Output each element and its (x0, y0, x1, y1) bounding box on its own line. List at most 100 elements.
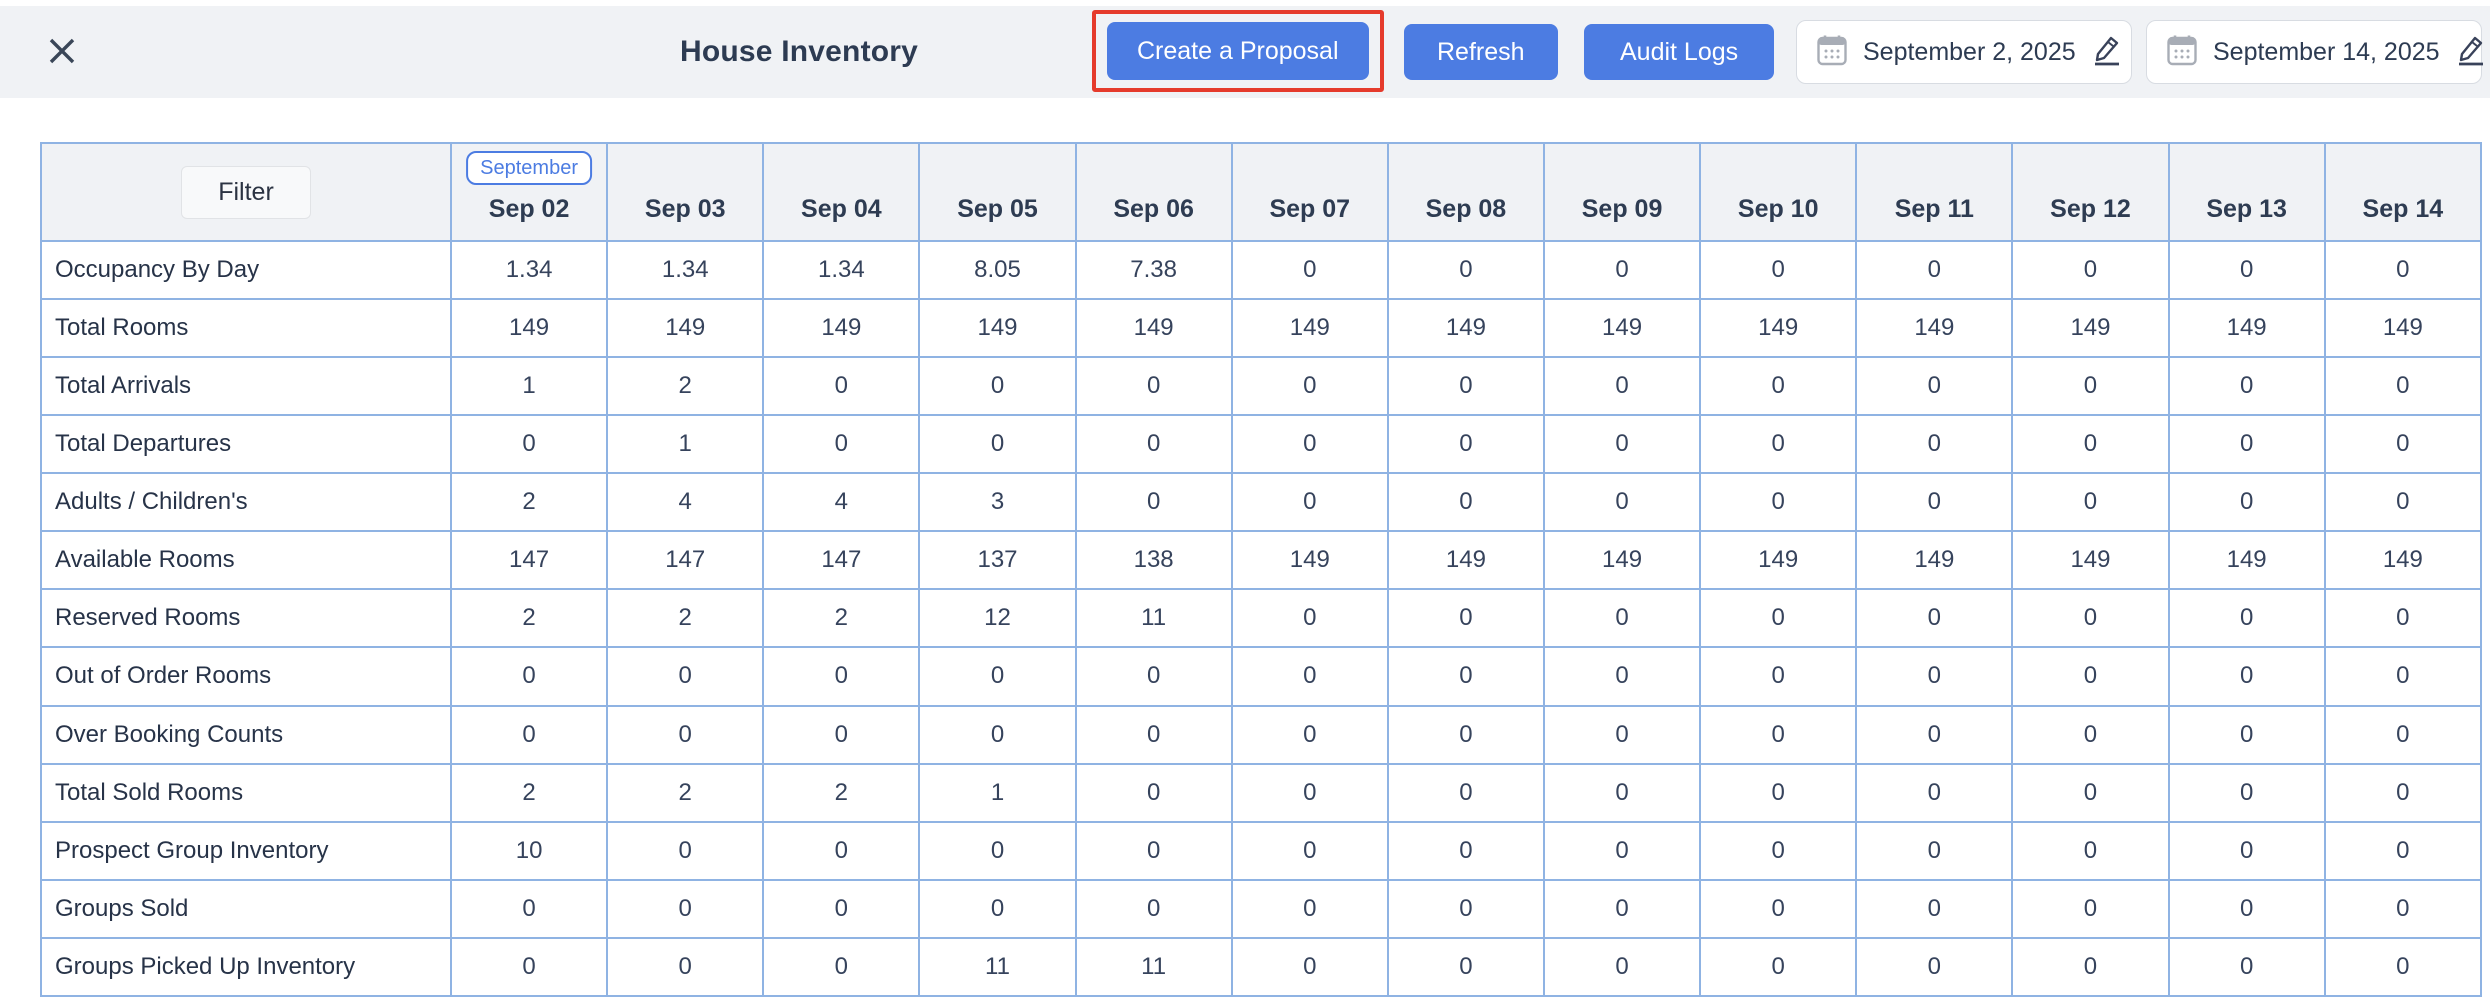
cell: 0 (1855, 762, 2014, 823)
cell: 0 (1074, 356, 1233, 417)
filter-button[interactable]: Filter (181, 165, 311, 219)
cell: 0 (1699, 356, 1858, 417)
cell: 0 (1855, 414, 2014, 475)
cell: 0 (1542, 820, 1702, 881)
cell: 0 (1542, 472, 1702, 533)
table-row-out-of-order-rooms: Out of Order Rooms 0 0 0 0 0 0 0 0 0 0 0 0 0 (40, 646, 2482, 707)
row-label: Over Booking Counts (40, 704, 452, 765)
cell: 0 (1542, 356, 1702, 417)
cell: 0 (1074, 878, 1233, 939)
cell: 0 (2167, 356, 2326, 417)
cell: 0 (2323, 878, 2482, 939)
table-row-groups-sold: Groups Sold 0 0 0 0 0 0 0 0 0 0 0 0 0 (40, 878, 2482, 939)
table-row-total-arrivals: Total Arrivals 1 2 0 0 0 0 0 0 0 0 0 0 0 (40, 356, 2482, 417)
end-date-value: September 14, 2025 (2213, 37, 2440, 66)
cell: 0 (1074, 762, 1233, 823)
cell: 0 (1386, 936, 1545, 998)
cell: 0 (2011, 820, 2170, 881)
cell: 0 (606, 704, 765, 765)
edit-pencil-icon[interactable] (2456, 34, 2486, 71)
audit-logs-button[interactable]: Audit Logs (1584, 24, 1775, 80)
table-row-total-departures: Total Departures 0 1 0 0 0 0 0 0 0 0 0 0 0 (40, 414, 2482, 475)
column-header-sep-09: Sep 09 (1542, 142, 1702, 242)
cell: 11 (1074, 588, 1233, 649)
cell: 8.05 (918, 239, 1077, 301)
cell: 0 (1230, 646, 1389, 707)
close-button[interactable] (42, 32, 82, 72)
cell: 0 (1699, 414, 1858, 475)
column-header-label: Sep 11 (1894, 195, 1974, 223)
column-header-sep-07: Sep 07 (1230, 142, 1389, 242)
cell: 149 (1542, 530, 1702, 591)
cell: 0 (606, 936, 765, 998)
cell: 149 (1699, 530, 1858, 591)
cell: 0 (1230, 414, 1389, 475)
column-header-label: Sep 07 (1269, 195, 1351, 223)
cell: 0 (2011, 762, 2170, 823)
cell: 0 (1699, 820, 1858, 881)
cell: 149 (2167, 298, 2326, 359)
column-header-label: Sep 08 (1425, 195, 1507, 223)
table-row-over-booking-counts: Over Booking Counts 0 0 0 0 0 0 0 0 0 0 0 0 0 (40, 704, 2482, 765)
cell: 149 (1699, 298, 1858, 359)
cell: 0 (2167, 588, 2326, 649)
cell: 0 (1386, 472, 1545, 533)
house-inventory-table-wrapper: Filter September Sep 02 Sep 03 Sep 04 Sep 05… (40, 142, 2482, 1000)
cell: 0 (1855, 646, 2014, 707)
cell: 0 (2167, 646, 2326, 707)
cell: 0 (762, 820, 921, 881)
cell: 0 (1074, 472, 1233, 533)
table-row-adults-children-s: Adults / Children's 2 4 4 3 0 0 0 0 0 0 0 0 0 (40, 472, 2482, 533)
cell: 11 (1074, 936, 1233, 998)
row-label: Total Departures (40, 414, 452, 475)
cell: 0 (918, 820, 1077, 881)
cell: 0 (762, 356, 921, 417)
cell: 0 (918, 356, 1077, 417)
cell: 0 (1386, 704, 1545, 765)
table-row-total-rooms: Total Rooms 149 149 149 149 149 149 149 149 149 14… (40, 298, 2482, 359)
cell: 0 (1386, 820, 1545, 881)
cell: 0 (1386, 414, 1545, 475)
cell: 0 (1230, 762, 1389, 823)
cell: 0 (1074, 820, 1233, 881)
cell: 0 (1230, 588, 1389, 649)
cell: 0 (1542, 762, 1702, 823)
cell: 1 (606, 414, 765, 475)
create-proposal-button[interactable]: Create a Proposal (1107, 22, 1369, 80)
edit-pencil-icon[interactable] (2092, 34, 2122, 71)
house-inventory-table: Filter September Sep 02 Sep 03 Sep 04 Sep 05… (40, 142, 2482, 998)
cell: 149 (2011, 530, 2170, 591)
cell: 3 (918, 472, 1077, 533)
start-date-picker[interactable]: September 2, 2025 (1796, 20, 2132, 84)
cell: 2 (762, 762, 921, 823)
cell: 149 (449, 298, 609, 359)
cell: 1 (449, 356, 609, 417)
cell: 0 (1230, 704, 1389, 765)
table-row-available-rooms: Available Rooms 147 147 147 137 138 149 149 149 1… (40, 530, 2482, 591)
cell: 0 (1386, 762, 1545, 823)
cell: 0 (1386, 239, 1545, 301)
cell: 0 (1386, 646, 1545, 707)
cell: 149 (2323, 530, 2482, 591)
page-title: House Inventory (680, 35, 919, 68)
cell: 0 (1855, 356, 2014, 417)
refresh-button[interactable]: Refresh (1404, 24, 1558, 80)
cell: 0 (1074, 704, 1233, 765)
cell: 0 (2167, 704, 2326, 765)
column-header-sep-03: Sep 03 (606, 142, 765, 242)
end-date-picker[interactable]: September 14, 2025 (2146, 20, 2483, 84)
cell: 0 (762, 704, 921, 765)
row-label: Adults / Children's (40, 472, 452, 533)
row-label: Total Rooms (40, 298, 452, 359)
cell: 12 (918, 588, 1077, 649)
row-label: Reserved Rooms (40, 588, 452, 649)
cell: 0 (1699, 646, 1858, 707)
cell: 149 (2167, 530, 2326, 591)
cell: 0 (2323, 414, 2482, 475)
row-label: Occupancy By Day (40, 239, 452, 301)
cell: 0 (2167, 936, 2326, 998)
cell: 7.38 (1074, 239, 1233, 301)
column-header-label: Sep 06 (1113, 195, 1194, 223)
cell: 4 (606, 472, 765, 533)
cell: 0 (606, 646, 765, 707)
